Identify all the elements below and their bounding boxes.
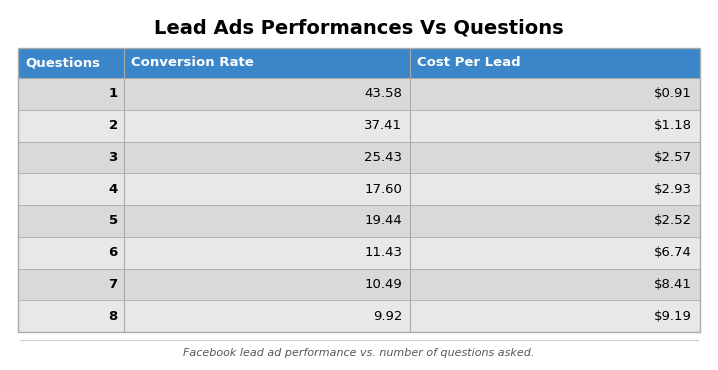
Text: $0.91: $0.91 [654, 87, 692, 100]
Text: Cost Per Lead: Cost Per Lead [417, 57, 521, 70]
Text: 43.58: 43.58 [364, 87, 402, 100]
Text: 11.43: 11.43 [364, 246, 402, 259]
Bar [123, 205, 410, 237]
Bar [123, 141, 410, 173]
Text: Lead Ads Performances Vs Questions: Lead Ads Performances Vs Questions [154, 18, 564, 37]
Text: 3: 3 [108, 151, 118, 164]
Bar [123, 173, 410, 205]
Text: $2.93: $2.93 [654, 183, 692, 196]
Bar [410, 173, 700, 205]
Bar [18, 78, 123, 110]
Text: 1: 1 [108, 87, 118, 100]
Bar [123, 78, 410, 110]
Bar [410, 48, 700, 78]
Bar [18, 173, 123, 205]
Text: Facebook lead ad performance vs. number of questions asked.: Facebook lead ad performance vs. number … [183, 348, 535, 358]
Bar [18, 205, 123, 237]
Text: $8.41: $8.41 [654, 278, 692, 291]
Text: 8: 8 [108, 310, 118, 323]
Text: 4: 4 [108, 183, 118, 196]
Text: Questions: Questions [25, 57, 100, 70]
Bar [410, 237, 700, 269]
Text: 2: 2 [108, 119, 118, 132]
Bar [410, 269, 700, 300]
Text: 25.43: 25.43 [364, 151, 402, 164]
Bar [18, 300, 123, 332]
Text: 5: 5 [108, 214, 118, 228]
Text: 7: 7 [108, 278, 118, 291]
Bar [410, 141, 700, 173]
Text: $2.57: $2.57 [654, 151, 692, 164]
Bar [123, 300, 410, 332]
Bar [123, 237, 410, 269]
Text: 6: 6 [108, 246, 118, 259]
Bar [410, 300, 700, 332]
Bar [123, 48, 410, 78]
Text: 19.44: 19.44 [365, 214, 402, 228]
Text: $2.52: $2.52 [654, 214, 692, 228]
Text: 17.60: 17.60 [364, 183, 402, 196]
Bar [18, 141, 123, 173]
Bar [18, 237, 123, 269]
Text: 37.41: 37.41 [364, 119, 402, 132]
Bar [18, 269, 123, 300]
Text: 9.92: 9.92 [373, 310, 402, 323]
Text: $6.74: $6.74 [654, 246, 692, 259]
Text: Conversion Rate: Conversion Rate [131, 57, 253, 70]
Text: $1.18: $1.18 [654, 119, 692, 132]
Bar [18, 48, 123, 78]
Bar [410, 110, 700, 141]
Bar [123, 269, 410, 300]
Bar [123, 110, 410, 141]
Bar [410, 78, 700, 110]
Bar [18, 110, 123, 141]
Text: 10.49: 10.49 [365, 278, 402, 291]
Text: $9.19: $9.19 [654, 310, 692, 323]
Bar [18, 48, 700, 332]
Bar [410, 205, 700, 237]
